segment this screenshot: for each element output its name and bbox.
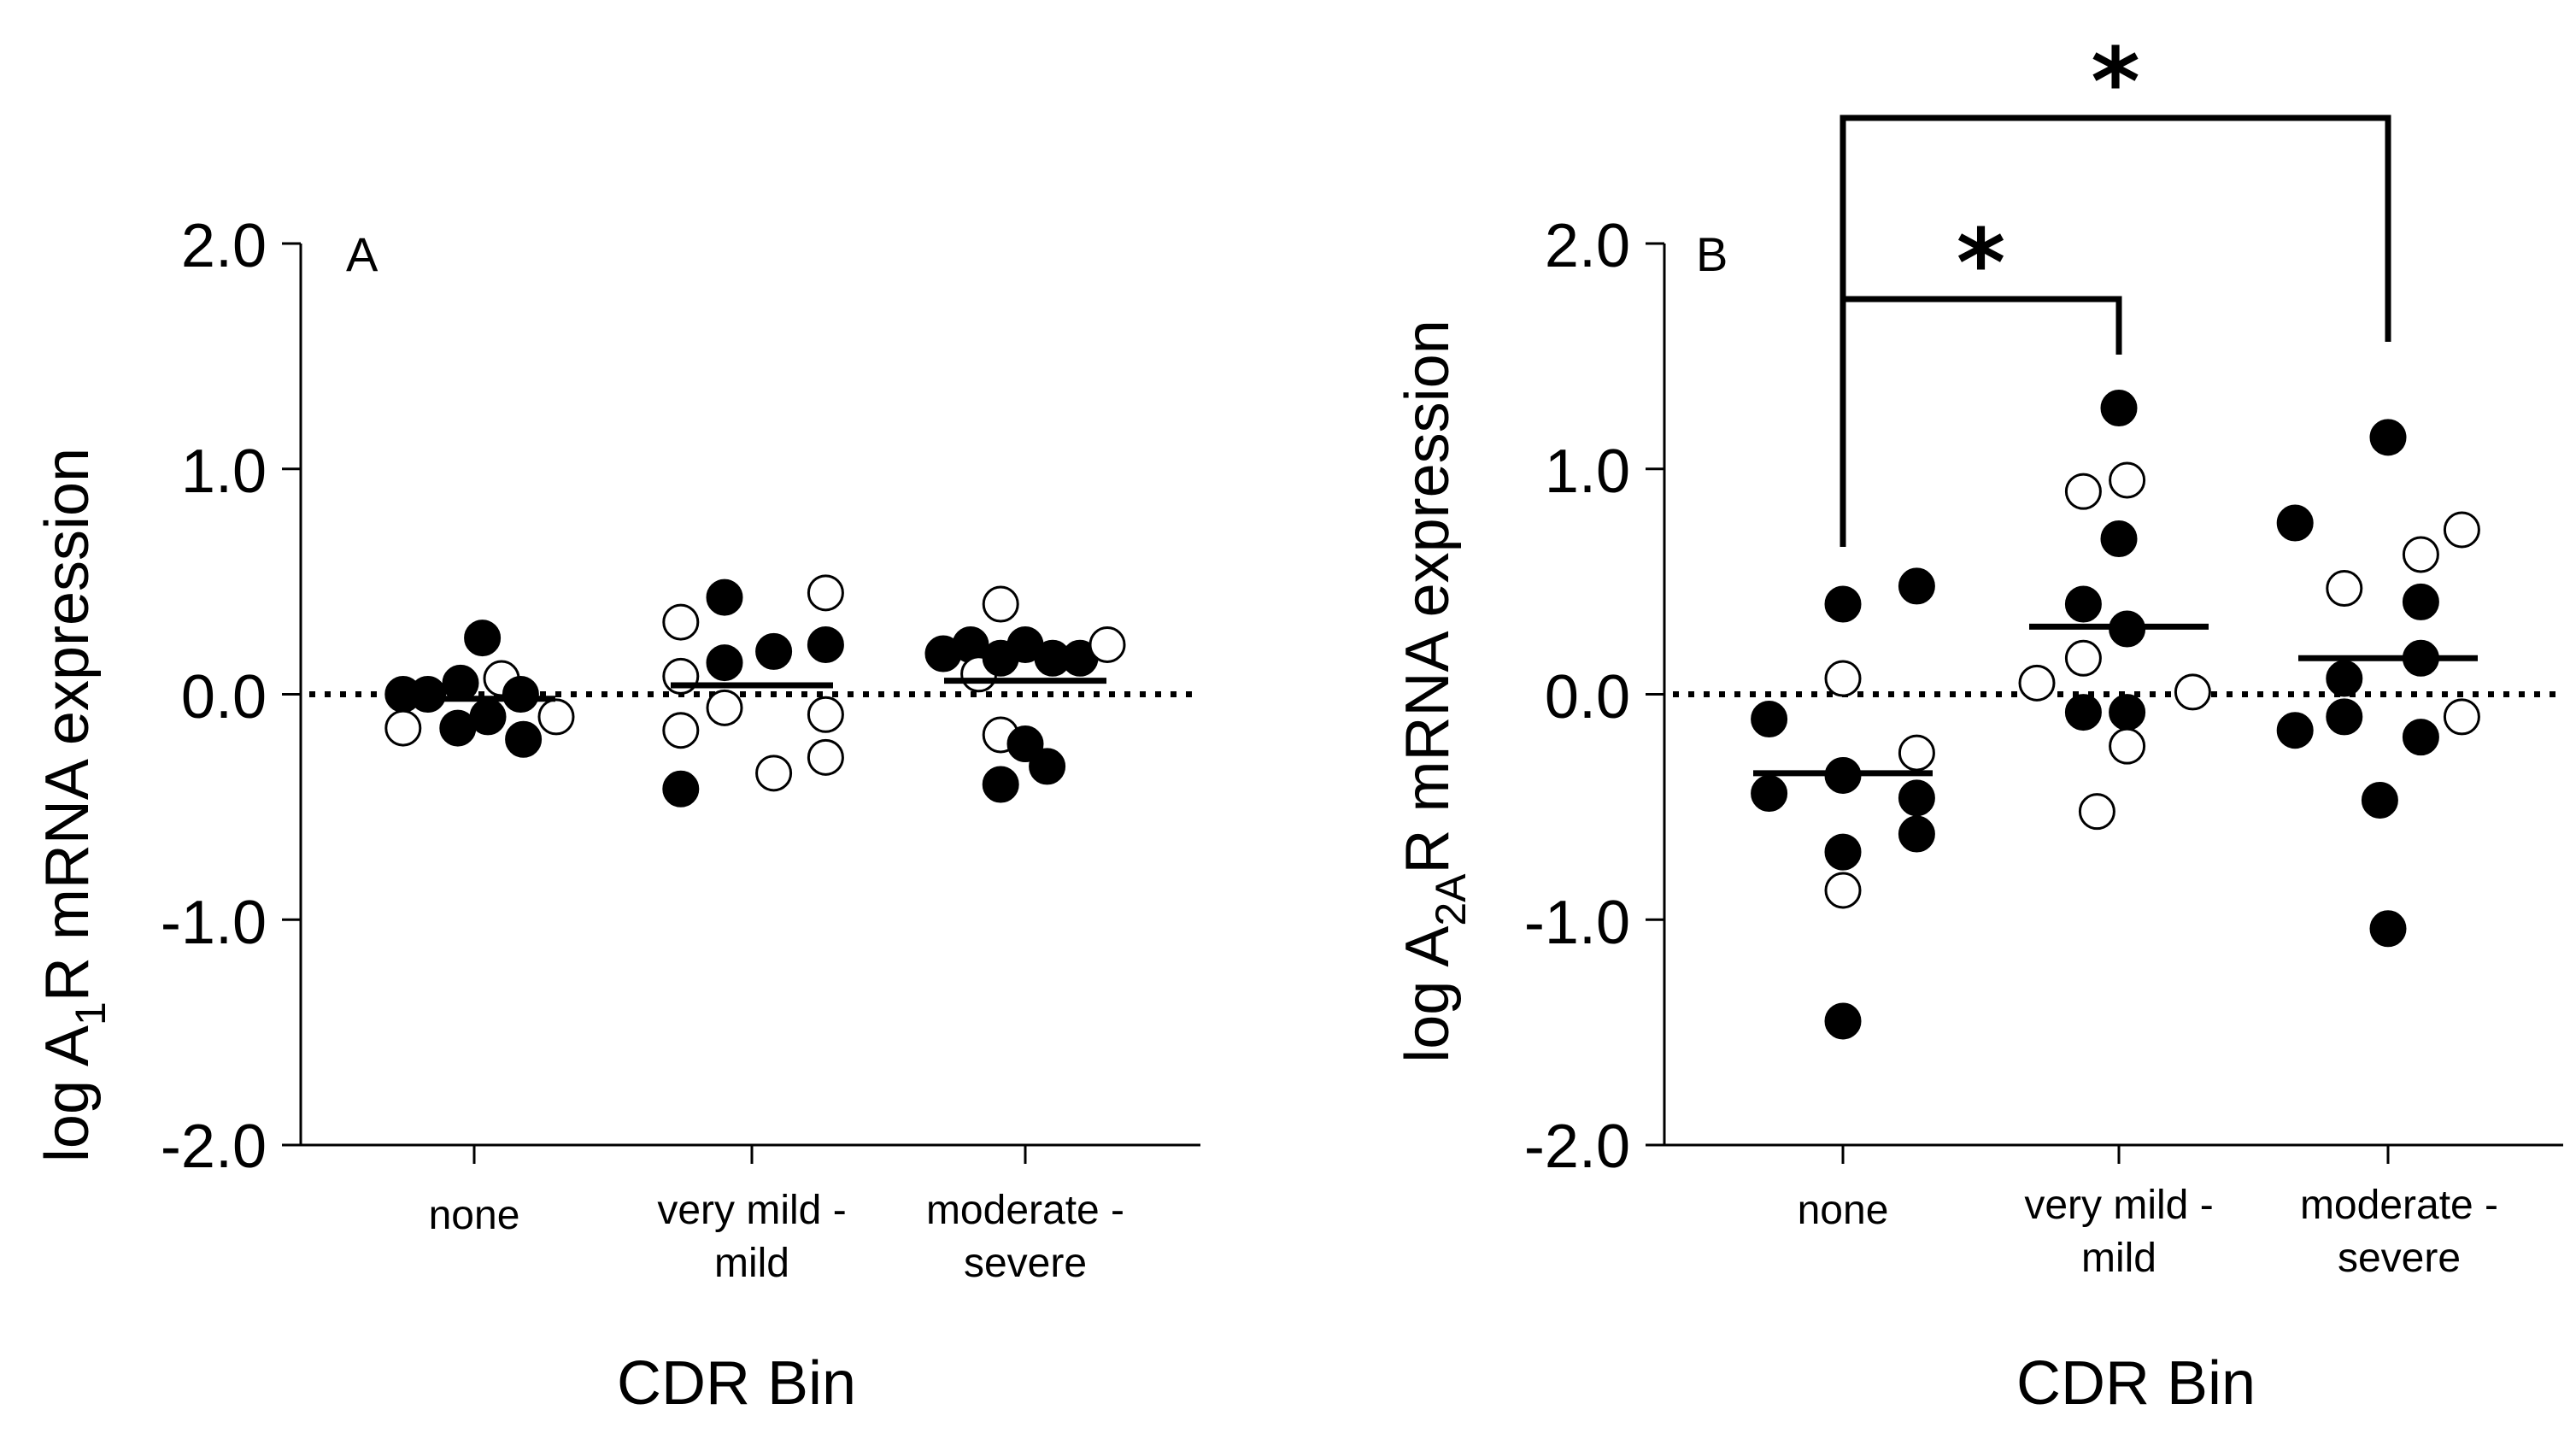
panel-b-open-point <box>2326 570 2363 608</box>
panel-a-open-point <box>662 603 700 641</box>
panel-a-label: A <box>346 227 378 281</box>
panel-a-open-point <box>755 755 793 792</box>
panel-b-filled-point <box>1824 833 1862 871</box>
panel-b-filled-point <box>1824 585 1862 623</box>
panel-b-filled-point <box>2109 694 2146 731</box>
panel-b-filled-point <box>1824 1002 1862 1040</box>
panel-b-filled-point <box>2402 583 2439 620</box>
panel-a-x-axis-title: CDR Bin <box>617 1349 856 1418</box>
panel-b-filled-point <box>1898 567 1935 605</box>
panel-a-y-tick-label: 0.0 <box>181 663 267 731</box>
panel-b-y-tick-label: -2.0 <box>1524 1113 1630 1181</box>
panel-a-y-tick-label: -1.0 <box>161 889 267 957</box>
panel-a-filled-point <box>755 632 793 670</box>
panel-b-filled-point <box>2064 694 2102 731</box>
panel-b-filled-point <box>2326 698 2363 736</box>
panel-a-open-point <box>706 689 743 726</box>
panel-b-y-tick-label: 2.0 <box>1545 212 1630 280</box>
panel-b-filled-point <box>1898 779 1935 817</box>
panel-b-filled-point <box>2326 660 2363 697</box>
panel-a-plot-area <box>282 242 1200 1164</box>
panel-a-x-tick-label: none <box>429 1193 520 1238</box>
panel-b-open-point <box>1898 734 1935 772</box>
panel-a-y-tick-label: 1.0 <box>181 438 267 506</box>
panel-b-significance-star: * <box>2091 27 2140 137</box>
panel-b-open-point <box>2174 673 2211 711</box>
panel-b-open-point <box>1824 872 1862 909</box>
panel-b-open-point <box>2443 511 2480 549</box>
panel-b-open-point <box>2064 473 2102 510</box>
panel-b-label: B <box>1696 227 1728 281</box>
panel-b: log A2AR mRNA expression 2.0 1.0 0.0 -1.… <box>1394 27 2563 1418</box>
panel-b-open-point <box>2402 536 2439 573</box>
panel-a-filled-point <box>982 766 1019 803</box>
panel-a-filled-point <box>409 676 447 713</box>
panel-b-filled-point <box>2361 781 2398 819</box>
panel-b-x-tick-label: severe <box>2338 1236 2461 1281</box>
panel-a-open-point <box>807 738 844 776</box>
panel-a-filled-point <box>502 676 539 713</box>
panel-a-y-tick-label: -2.0 <box>161 1113 267 1181</box>
panel-b-filled-point <box>1751 701 1788 738</box>
panel-b-filled-point <box>2100 520 2138 558</box>
panel-b-filled-point <box>2276 712 2314 749</box>
panel-a-open-point <box>982 585 1019 623</box>
panel-a-open-point <box>384 709 422 747</box>
panel-b-x-axis-title: CDR Bin <box>2016 1349 2256 1418</box>
panel-b-y-tick-label: -1.0 <box>1524 889 1630 957</box>
panel-b-filled-point <box>2402 719 2439 756</box>
panel-a: log A1R mRNA expression 2.0 1.0 0.0 -1.0… <box>33 212 1200 1418</box>
panel-a-open-point <box>807 696 844 733</box>
panel-b-x-tick-label: none <box>1798 1188 1889 1233</box>
panel-b-filled-point <box>1751 775 1788 813</box>
panel-a-x-tick-label: severe <box>964 1241 1087 1286</box>
panel-a-filled-point <box>1029 748 1066 785</box>
panel-b-plot-area: ** <box>1646 27 2563 1164</box>
panel-b-open-point <box>2109 461 2146 499</box>
panel-a-filled-point <box>464 620 502 657</box>
panel-b-open-point <box>2443 698 2480 736</box>
panel-a-y-axis-title: log A1R mRNA expression <box>33 448 114 1162</box>
panel-a-x-tick-label: very mild - <box>657 1188 846 1233</box>
panel-b-x-tick-label: moderate - <box>2300 1183 2498 1228</box>
panel-b-open-point <box>2109 727 2146 765</box>
panel-a-filled-point <box>807 625 844 663</box>
panel-b-filled-point <box>2369 910 2407 948</box>
panel-a-filled-point <box>706 578 743 616</box>
panel-b-significance-bracket <box>1840 296 2122 547</box>
panel-b-filled-point <box>2369 419 2407 456</box>
panel-b-significance-star: * <box>1957 208 2006 318</box>
panel-b-open-point <box>1824 660 1862 697</box>
panel-b-y-tick-label: 1.0 <box>1545 438 1630 506</box>
panel-a-open-point <box>662 712 700 749</box>
panel-a-x-tick-label: mild <box>714 1241 789 1286</box>
panel-b-y-axis-title: log A2AR mRNA expression <box>1394 320 1475 1063</box>
panel-a-filled-point <box>469 698 507 736</box>
panel-b-filled-point <box>2276 504 2314 542</box>
panel-a-open-point <box>807 574 844 612</box>
panel-b-open-point <box>2018 664 2056 702</box>
panel-a-open-point <box>1088 625 1126 663</box>
panel-a-open-point <box>537 698 575 736</box>
panel-a-y-tick-label: 2.0 <box>181 212 267 280</box>
panel-b-y-tick-label: 0.0 <box>1545 663 1630 731</box>
panel-a-filled-point <box>1006 725 1044 763</box>
panel-b-open-point <box>2064 639 2102 677</box>
panel-b-x-tick-label: very mild - <box>2024 1183 2213 1228</box>
panel-a-filled-point <box>442 664 479 702</box>
panel-b-open-point <box>2078 793 2115 831</box>
panel-a-filled-point <box>505 720 543 758</box>
panel-a-filled-point <box>706 644 743 682</box>
panel-a-filled-point <box>662 770 700 808</box>
panel-a-x-tick-label: moderate - <box>926 1188 1124 1233</box>
panel-b-significance-bracket <box>1840 115 2391 530</box>
panel-b-filled-point <box>2100 390 2138 427</box>
panel-b-filled-point <box>2064 585 2102 623</box>
panel-b-filled-point <box>1898 815 1935 853</box>
panel-b-x-tick-label: mild <box>2081 1236 2156 1281</box>
